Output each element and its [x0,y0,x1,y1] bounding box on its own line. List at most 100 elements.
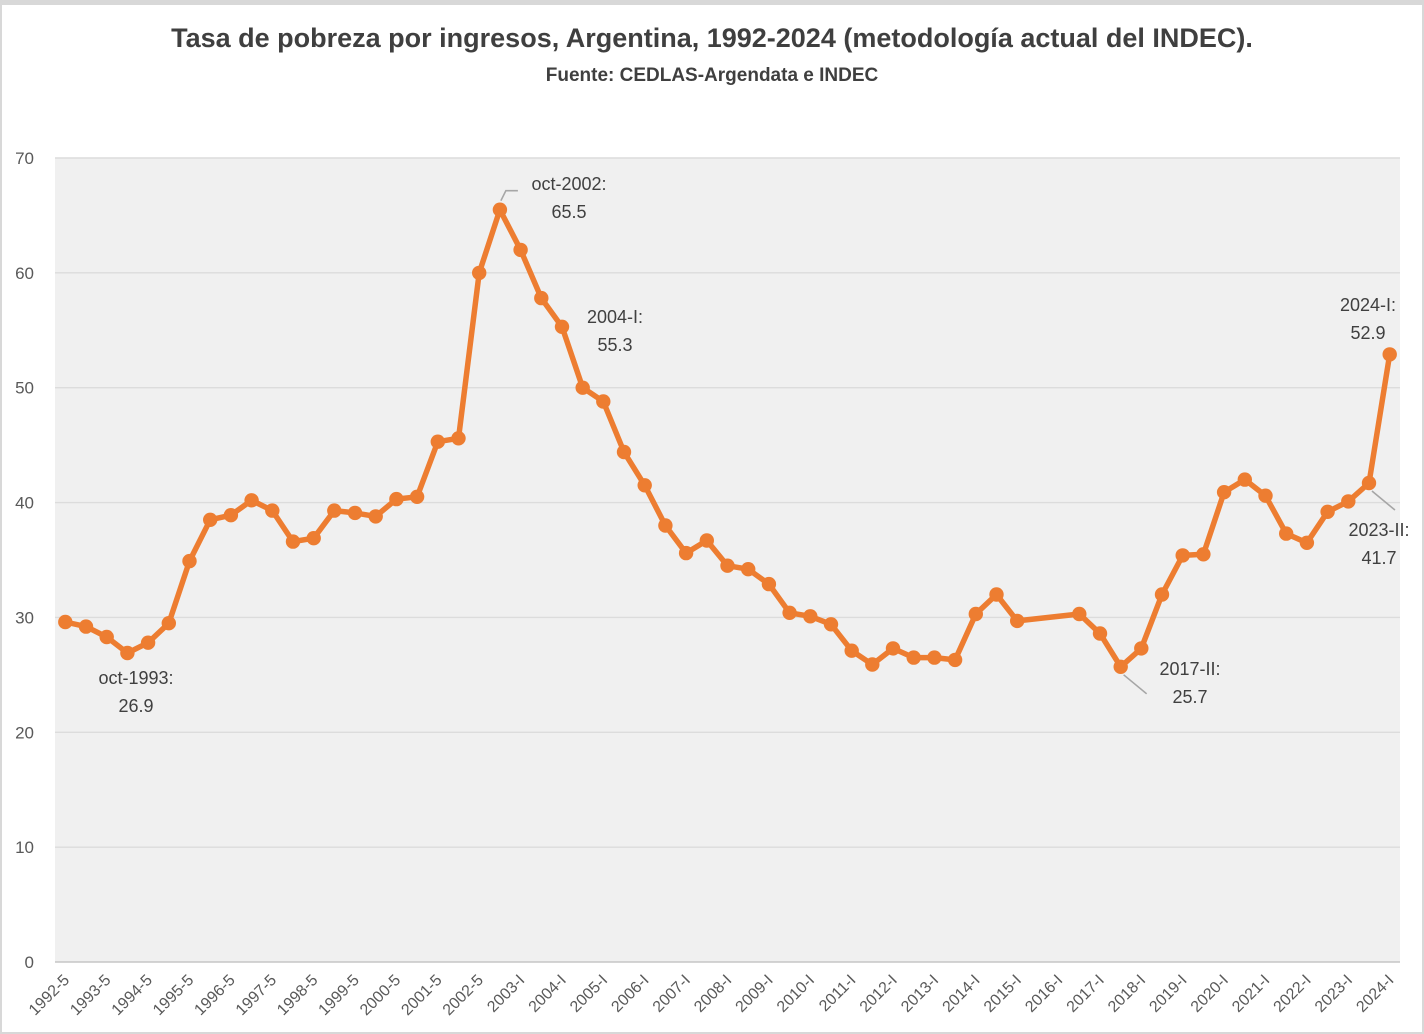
x-tick-label: 2012-I [857,972,901,1016]
x-tick-label: 2022-I [1271,972,1315,1016]
x-tick-label: 2019-I [1146,972,1190,1016]
chart-subtitle: Fuente: CEDLAS-Argendata e INDEC [545,64,879,86]
data-point-marker [203,512,218,527]
y-tick-label: 30 [15,608,34,627]
data-point-marker [120,645,135,661]
data-point-marker [58,614,73,630]
x-tick-label: 2014-I [940,972,984,1016]
annotation-label: oct-2002: [531,174,606,194]
data-point-marker [906,650,921,665]
data-point-marker [1175,548,1190,563]
x-tick-label: 2003-I [484,972,528,1016]
data-point-marker [409,489,425,504]
annotation-label: 2017-II: [1159,659,1220,679]
data-point-marker [947,652,963,668]
x-tick-label: 1997-5 [233,972,280,1019]
annotation-value: 26.9 [118,696,153,716]
data-point-marker [637,478,652,493]
data-point-marker [140,635,156,650]
data-point-marker [596,394,611,409]
x-tick-label: 2015-I [981,972,1025,1016]
data-point-marker [699,533,714,548]
data-point-marker [782,605,797,620]
chart-header: Tasa de pobreza por ingresos, Argentina,… [2,21,1422,87]
data-point-marker [616,444,632,460]
data-point-marker [1196,547,1211,562]
x-tick-label: 2024-I [1353,972,1397,1016]
y-tick-label: 20 [15,723,34,742]
data-point-marker [968,606,983,622]
data-point-marker [865,657,880,672]
x-tick-label: 2023-I [1312,972,1356,1016]
data-point-marker [1092,626,1108,641]
data-point-marker [885,641,901,656]
annotation-leader-line [1123,674,1148,695]
x-tick-label: 2020-I [1188,972,1232,1016]
data-point-marker [223,508,239,523]
data-point-marker [1279,526,1294,541]
annotation-value: 55.3 [597,335,632,355]
data-point-marker [1113,659,1128,674]
data-point-marker [1134,641,1149,656]
data-point-marker [803,609,818,624]
data-point-marker [554,319,570,334]
x-tick-label: 2017-I [1064,972,1108,1016]
x-tick-label: 2013-I [898,972,942,1016]
x-tick-label: 1995-5 [150,972,197,1019]
data-point-marker [368,509,383,524]
x-tick-label: 1993-5 [67,972,114,1019]
annotation-value: 25.7 [1172,687,1207,707]
x-tick-label: 2016-I [1022,972,1066,1016]
x-tick-label: 1994-5 [109,972,156,1019]
annotation-label: 2023-II: [1348,520,1409,540]
x-tick-label: 2006-I [608,972,652,1016]
chart-title: Tasa de pobreza por ingresos, Argentina,… [171,23,1253,53]
data-point-marker [720,558,735,573]
data-point-marker [472,265,487,281]
data-point-marker [1237,472,1253,487]
data-point-marker [658,518,673,533]
data-point-marker [1258,488,1273,503]
annotation-leader-line [500,189,518,202]
data-point-marker [534,290,549,306]
annotation-label: 2004-I: [587,307,643,327]
data-point-marker [989,587,1004,602]
data-point-marker [265,503,280,518]
data-point-marker [244,493,259,508]
data-point-marker [451,431,466,446]
x-tick-label: 2002-5 [440,972,487,1019]
x-tick-label: 2001-5 [398,972,445,1019]
y-tick-label: 60 [15,264,34,283]
data-point-marker [492,202,508,217]
y-tick-label: 40 [15,494,34,513]
data-point-marker [327,503,342,518]
data-point-marker [927,650,942,665]
data-point-marker [823,617,839,632]
data-point-marker [1382,347,1397,362]
data-point-marker [1010,613,1025,629]
data-point-marker [78,619,94,634]
annotation-label: 2024-I: [1340,295,1396,315]
data-point-marker [306,531,321,546]
data-point-marker [1341,494,1356,509]
data-point-marker [575,380,590,395]
annotation-value: 65.5 [551,202,586,222]
x-tick-label: 2007-I [650,972,694,1016]
y-tick-label: 70 [15,149,34,168]
y-tick-label: 50 [15,379,34,398]
data-point-marker [1216,485,1232,500]
data-point-marker [1072,606,1087,622]
x-tick-label: 2004-I [526,972,570,1016]
data-point-marker [161,616,176,631]
data-point-marker [1361,475,1377,491]
data-point-marker [99,629,114,645]
data-point-marker [1320,504,1335,519]
data-point-marker [761,576,777,592]
x-tick-label: 2000-5 [357,972,404,1019]
data-point-marker [285,534,301,549]
x-tick-label: 2018-I [1105,972,1149,1016]
x-tick-label: 1996-5 [191,972,238,1019]
annotation-label: oct-1993: [98,668,173,688]
x-tick-label: 2021-I [1229,972,1273,1016]
